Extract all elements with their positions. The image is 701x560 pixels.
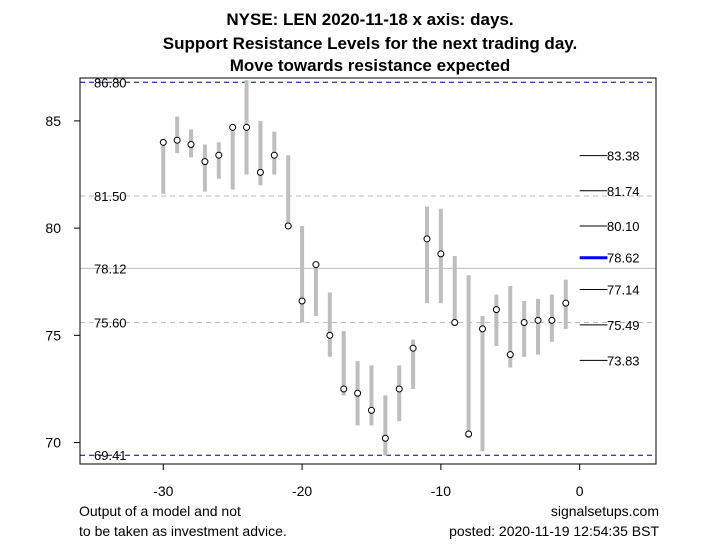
forecast-level-label-3: 78.62 (607, 251, 640, 266)
close-point-1 (173, 136, 181, 144)
forecast-level-label-0: 83.38 (607, 149, 640, 164)
close-point-17 (395, 385, 403, 393)
y-axis: 70 75 80 85 (45, 113, 80, 451)
close-point-21 (451, 318, 459, 326)
close-point-15 (367, 406, 375, 414)
range-bars (159, 80, 570, 456)
reference-label-2: 78.12 (94, 261, 127, 276)
close-point-23 (479, 325, 487, 333)
close-point-19 (423, 235, 431, 243)
x-tick-label-3: 0 (576, 483, 584, 499)
x-axis: -30 -20 -10 0 (153, 464, 584, 499)
y-tick-label-3: 85 (45, 113, 61, 129)
chart-title: NYSE: LEN 2020-11-18 x axis: days. Suppo… (163, 10, 577, 75)
chart-title-line-2: Support Resistance Levels for the next t… (163, 34, 577, 53)
close-point-11 (312, 261, 320, 269)
reference-label-4: 69.41 (94, 448, 127, 463)
y-tick-label-1: 75 (45, 327, 61, 343)
close-point-7 (256, 168, 264, 176)
close-point-13 (340, 385, 348, 393)
x-tick-label-2: -10 (431, 483, 451, 499)
close-point-29 (562, 299, 570, 307)
close-point-26 (520, 318, 528, 326)
disclaimer-line-1: Output of a model and not (79, 503, 241, 519)
forecast-level-label-1: 81.74 (607, 184, 640, 199)
close-point-22 (465, 430, 473, 438)
forecast-level-label-5: 75.49 (607, 318, 640, 333)
x-tick-label-0: -30 (153, 483, 173, 499)
posted-timestamp: posted: 2020-11-19 12:54:35 BST (449, 523, 659, 539)
plot-frame (79, 77, 657, 465)
forecast-level-label-4: 77.14 (607, 282, 640, 297)
y-tick-label-0: 70 (45, 435, 61, 451)
close-point-0 (159, 138, 167, 146)
close-point-16 (381, 434, 389, 442)
chart-title-line-1: NYSE: LEN 2020-11-18 x axis: days. (226, 10, 513, 29)
y-tick-label-2: 80 (45, 220, 61, 236)
close-point-18 (409, 344, 417, 352)
reference-lines (80, 81, 656, 456)
chart-title-line-3: Move towards resistance expected (230, 56, 511, 75)
close-point-28 (548, 316, 556, 324)
forecast-levels: 83.38 81.74 80.10 78.62 77.14 75.49 73.83 (579, 149, 640, 368)
close-point-2 (187, 140, 195, 148)
reference-labels: 86.80 81.50 78.12 75.60 69.41 (94, 75, 127, 463)
close-point-6 (243, 123, 251, 131)
x-tick-label-1: -20 (292, 483, 312, 499)
close-point-24 (492, 306, 500, 314)
close-point-5 (229, 123, 237, 131)
forecast-level-label-2: 80.10 (607, 219, 640, 234)
close-point-12 (326, 331, 334, 339)
source-site: signalsetups.com (551, 503, 659, 519)
close-point-14 (354, 389, 362, 397)
footer: Output of a model and not to be taken as… (79, 503, 659, 539)
close-point-9 (284, 222, 292, 230)
close-point-4 (215, 151, 223, 159)
reference-label-1: 81.50 (94, 189, 127, 204)
close-point-3 (201, 158, 209, 166)
forecast-level-label-6: 73.83 (607, 353, 640, 368)
reference-label-3: 75.60 (94, 315, 127, 330)
disclaimer-line-2: to be taken as investment advice. (79, 523, 287, 539)
close-point-27 (534, 316, 542, 324)
reference-label-0: 86.80 (94, 75, 127, 90)
close-point-8 (270, 151, 278, 159)
close-point-25 (506, 351, 514, 359)
close-point-20 (437, 250, 445, 258)
axes (79, 77, 657, 465)
close-point-10 (298, 297, 306, 305)
